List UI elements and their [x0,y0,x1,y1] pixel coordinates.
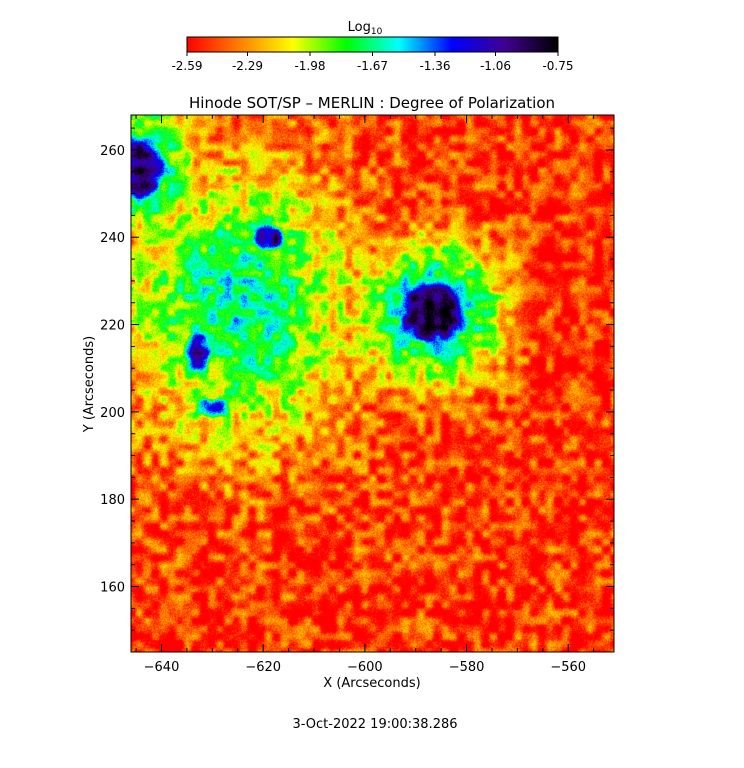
x-axis-label: X (Arcseconds) [323,676,420,691]
y-tick-label: 180 [100,493,125,508]
x-tick-label: −620 [245,660,281,675]
y-tick-label: 240 [100,231,125,246]
colorbar-tick-label: -1.67 [357,59,388,73]
timestamp: 3-Oct-2022 19:00:38.286 [292,717,457,732]
polarization-map-image [131,115,614,652]
x-axis: −640 −620 −600 −580 −560 [135,115,595,675]
colorbar [186,36,559,53]
plot-frame [130,114,615,653]
x-tick-label: −640 [144,660,180,675]
chart-title: Hinode SOT/SP – MERLIN : Degree of Polar… [189,94,555,112]
y-axis-label: Y (Arcseconds) [82,336,97,433]
colorbar-tick-label: -2.29 [232,59,263,73]
x-tick-label: −560 [550,660,586,675]
y-axis: 160 180 200 220 240 260 [100,127,614,631]
colorbar-tick-label: -1.98 [294,59,325,73]
colorbar-tick-label: -0.75 [542,59,573,73]
colorbar-label: Log10 [348,20,383,37]
colorbar-ticks: -2.59 -2.29 -1.98 -1.67 -1.36 -1.06 -0.75 [171,52,574,73]
y-tick-label: 160 [100,581,125,596]
colorbar-tick-label: -1.36 [419,59,450,73]
colorbar-tick-label: -1.06 [480,59,511,73]
colorbar-tick-label: -2.59 [171,59,202,73]
x-tick-label: −580 [449,660,485,675]
y-tick-label: 260 [100,144,125,159]
y-tick-label: 200 [100,406,125,421]
x-tick-label: −600 [347,660,383,675]
y-tick-label: 220 [100,319,125,334]
